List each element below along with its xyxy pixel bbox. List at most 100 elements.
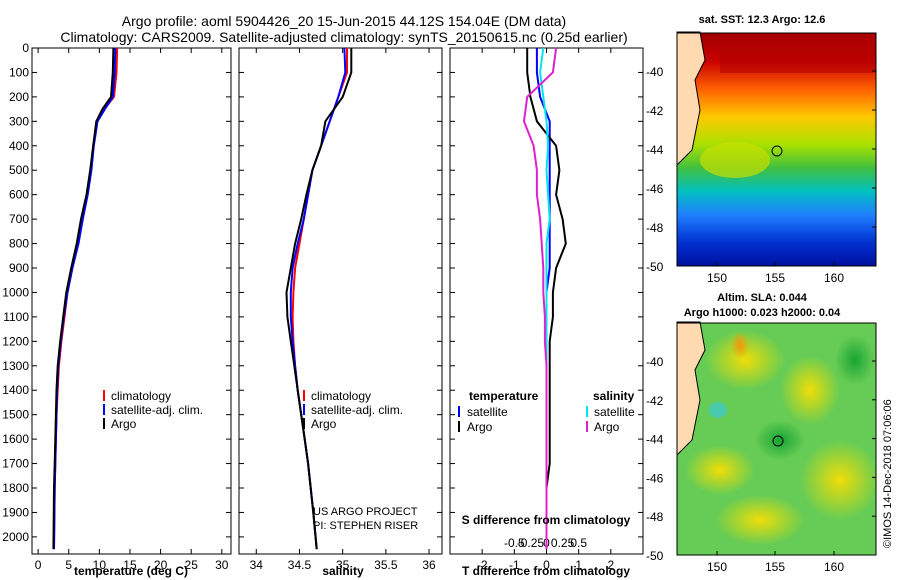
y-tick-label: 1400 [2,383,29,397]
y-tick-label: 900 [9,261,29,275]
map-lon-label: 150 [707,560,727,574]
y-tick-label: 1500 [2,408,29,422]
x-tick-label: 34 [250,558,264,572]
sla-map-title-1: Altim. SLA: 0.044 [717,292,808,304]
legend-temperature-title: temperature [469,389,539,403]
sla-blob-4 [800,440,880,520]
sst-warm-eddy [700,142,770,178]
x-tick-label: 34.5 [288,558,312,572]
x-tick-label: 1 [575,558,582,572]
y-tick-label: 1000 [2,285,29,299]
temperature-xlabel: temperature (deg C) [74,564,188,578]
map-lat-label: -50 [646,549,664,563]
x-tick-label: 5 [65,558,72,572]
x-top-tick-label: 0.5 [570,536,587,550]
legend-label: Argo [467,420,493,434]
legend-label: climatology [111,389,171,403]
y-tick-label: 1300 [2,359,29,373]
x-tick-label: 35 [336,558,350,572]
title-line-2: Climatology: CARS2009. Satellite-adjuste… [60,29,627,45]
series-line-argo [52,47,115,550]
x-tick-label: 2 [607,558,614,572]
map-lat-label: -40 [646,65,664,79]
y-tick-label: 1700 [2,457,29,471]
legend-label: satellite-adj. clim. [111,403,203,417]
legend-label: Argo [311,417,337,431]
sst-map-ticks: 150 155 160 -40 -42 -44 -46 -48 -50 [646,65,876,285]
x-tick-label: 35.5 [374,558,398,572]
sla-low-spot [709,402,727,418]
sla-blob-8 [730,331,750,359]
x-tick-label: 0 [35,558,42,572]
map-lat-label: -42 [646,394,664,408]
sla-blob-3 [685,445,755,495]
x-top-tick-label: 0.25 [551,536,575,550]
legend-label: Argo [594,420,620,434]
temperature-panel: 0 5 10 15 20 25 300100200300400500600700800900… [2,41,232,572]
series-line-s-argo [522,47,558,550]
legend-label: satellite [594,405,635,419]
y-tick-label: 300 [9,114,29,128]
sla-blob-1 [705,330,785,390]
y-tick-label: 800 [9,237,29,251]
salinity-xlabel: salinity [322,564,364,578]
map-lon-label: 160 [824,271,844,285]
map-lat-label: -46 [646,182,664,196]
x-tick-label: 10 [93,558,107,572]
sla-map: Altim. SLA: 0.044 Argo h1000: 0.023 h200… [646,292,880,574]
x-tick-label: -2 [477,558,488,572]
title-line-1: Argo profile: aoml 5904426_20 15-Jun-201… [122,13,566,29]
map-lat-label: -44 [646,433,664,447]
x-tick-label: 15 [123,558,137,572]
y-tick-label: 1200 [2,334,29,348]
tasmania-coast-sst [676,31,706,167]
sst-map-title: sat. SST: 12.3 Argo: 12.6 [699,14,826,26]
legend-label: satellite-adj. clim. [311,403,403,417]
sla-argo-marker [772,435,784,447]
x-tick-label: 36 [422,558,436,572]
series-line-argo [285,48,353,550]
difference-xlabel-top: S difference from climatology [462,513,631,527]
y-tick-label: 1800 [2,481,29,495]
sla-map-ticks: 150 155 160 -40 -42 -44 -46 -48 -50 [646,355,876,574]
difference-panel: -2 -1 0 1 2-0.5-0.25 0 0.250.5satelliteArgosat… [449,47,644,572]
y-tick-label: 400 [9,139,29,153]
legend-label: climatology [311,389,371,403]
sla-blob-6 [755,420,805,460]
sla-blob-2 [780,355,840,425]
x-tick-label: 25 [185,558,199,572]
y-tick-label: 200 [9,90,29,104]
x-tick-label: 20 [154,558,168,572]
map-lon-label: 155 [765,271,785,285]
y-tick-label: 600 [9,188,29,202]
credit-project: US ARGO PROJECT [313,506,418,518]
plot-frame [238,47,443,555]
sst-argo-marker [771,145,783,157]
tasmania-coast-sla [676,321,706,457]
watermark: ©IMOS 14-Dec-2018 07:06:06 [882,399,894,548]
map-lat-label: -46 [646,471,664,485]
series-line-t-argo [526,48,567,550]
legend-label: Argo [111,417,137,431]
sla-map-title-2: Argo h1000: 0.023 h2000: 0.04 [684,307,841,319]
map-lon-label: 150 [707,271,727,285]
x-top-tick-label: -0.5 [504,536,525,550]
map-lon-label: 160 [824,560,844,574]
y-tick-label: 700 [9,212,29,226]
x-top-tick-label: -0.25 [517,536,545,550]
legend-label: satellite [467,405,508,419]
sst-map: sat. SST: 12.3 Argo: 12.6 150 155 160 -40 -4… [646,14,877,285]
map-lat-label: -40 [646,355,664,369]
sla-blob-7 [835,335,875,385]
map-lat-label: -42 [646,104,664,118]
x-tick-label: -1 [509,558,520,572]
salinity-panel: 34 34.5 35 35.5 36 climatologysatellite-adj. … [238,47,443,572]
y-tick-label: 100 [9,65,29,79]
y-tick-label: 2000 [2,530,29,544]
legend-salinity-title: salinity [593,389,635,403]
map-lon-label: 155 [765,560,785,574]
map-lat-label: -48 [646,221,664,235]
difference-xlabel: T difference from climatology [462,564,630,578]
map-lat-label: -48 [646,510,664,524]
